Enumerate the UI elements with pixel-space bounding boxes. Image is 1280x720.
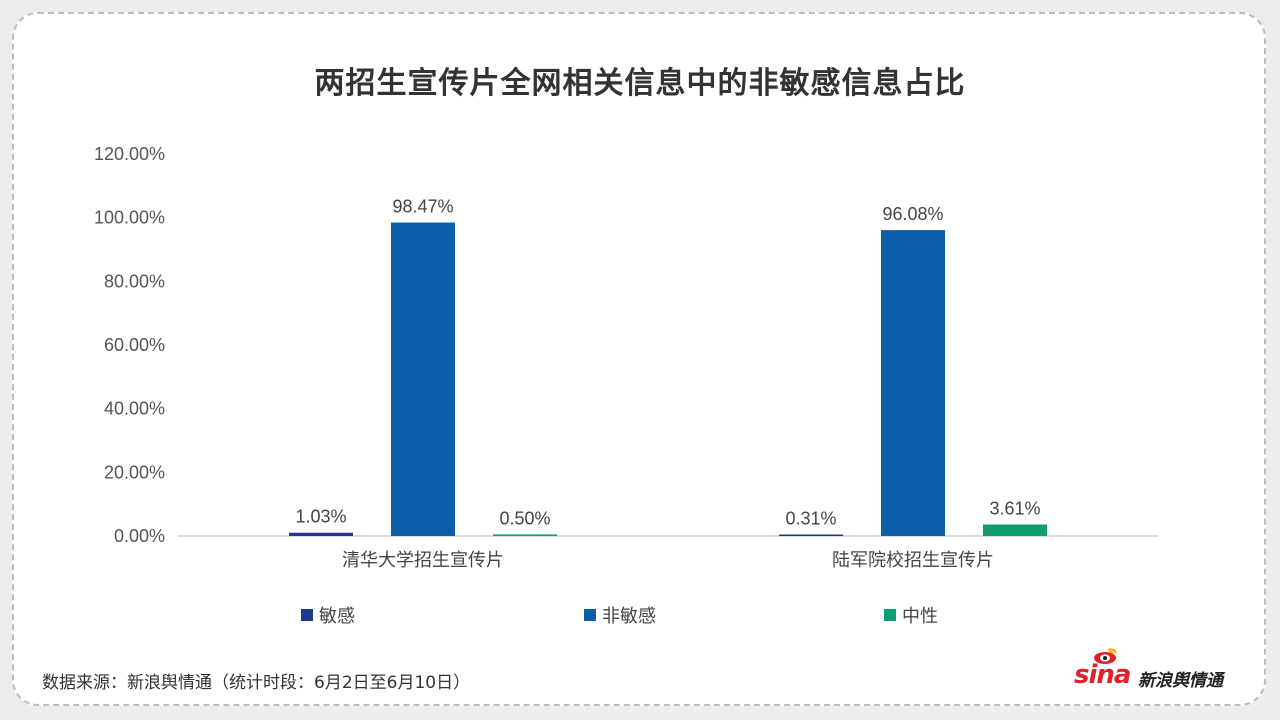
chart-card [12, 12, 1266, 706]
legend-label: 敏感 [319, 606, 355, 627]
y-tick-label: 40.00% [104, 399, 165, 419]
y-tick-label: 80.00% [104, 271, 165, 291]
data-label: 98.47% [392, 197, 453, 217]
bar-非敏感-1 [881, 230, 945, 537]
category-label: 清华大学招生宣传片 [342, 550, 504, 571]
chart-title: 两招生宣传片全网相关信息中的非敏感信息占比 [314, 66, 966, 101]
data-label: 1.03% [295, 507, 346, 527]
y-tick-label: 20.00% [104, 462, 165, 482]
bar-敏感-0 [289, 532, 353, 536]
logo-product-name: 新浪舆情通 [1138, 671, 1223, 691]
logo-sina-text: sina [1074, 660, 1131, 690]
legend-label: 中性 [902, 606, 938, 627]
data-label: 0.31% [785, 509, 836, 529]
y-tick-label: 60.00% [104, 335, 165, 355]
bar-中性-1 [983, 524, 1047, 536]
category-label: 陆军院校招生宣传片 [832, 550, 994, 571]
data-label: 0.50% [499, 508, 550, 528]
legend-label: 非敏感 [602, 606, 656, 627]
y-tick-label: 120.00% [94, 144, 165, 164]
data-label: 96.08% [882, 204, 943, 224]
bar-非敏感-0 [391, 222, 455, 536]
data-label: 3.61% [989, 499, 1040, 519]
legend-swatch [301, 609, 313, 621]
sina-yuqingtong-logo: sina 新浪舆情通 [1074, 648, 1254, 694]
y-tick-label: 0.00% [114, 526, 165, 546]
bar-中性-0 [493, 534, 557, 536]
bar-敏感-1 [779, 534, 843, 536]
sina-eye-icon [1094, 648, 1117, 664]
legend-swatch [884, 609, 896, 621]
y-tick-label: 100.00% [94, 208, 165, 228]
legend-swatch [584, 609, 596, 621]
data-source-note: 数据来源：新浪舆情通（统计时段：6月2日至6月10日） [42, 673, 471, 693]
